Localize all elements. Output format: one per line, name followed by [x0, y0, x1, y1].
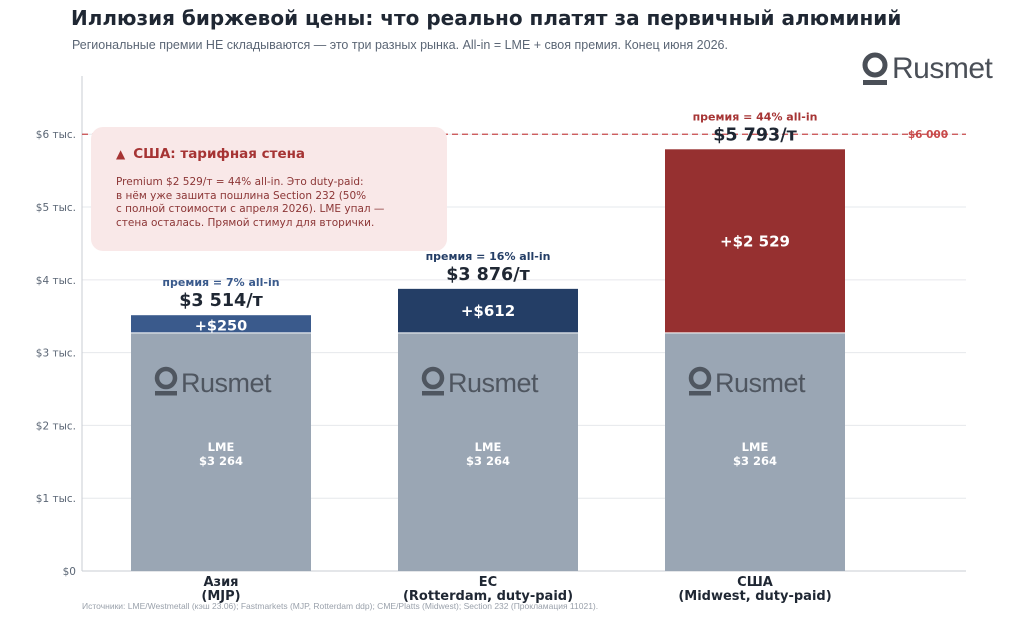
warning-triangle-icon: ▲: [116, 147, 126, 161]
source-note: Источники: LME/Westmetall (кэш 23.06); F…: [82, 601, 599, 611]
us-tariff-callout: ▲ США: тарифная стена Premium $2 529/т = …: [91, 127, 447, 251]
bar-watermark-icon-base: [689, 391, 711, 396]
bar-premium-note: премия = 7% all-in: [162, 276, 279, 289]
rusmet-logo-icon: [862, 52, 888, 85]
bar-premium-label: +$2 529: [720, 232, 790, 250]
y-tick-label: $1 тыс.: [36, 493, 76, 505]
bar-watermark-icon-base: [155, 391, 177, 396]
bar-total-label: $5 793/т: [713, 125, 797, 145]
callout-title: ▲ США: тарифная стена: [116, 146, 306, 162]
bar-lme-label: LME $3 264: [733, 440, 777, 468]
bar-total-label: $3 876/т: [446, 265, 530, 285]
y-tick-label: $0: [63, 566, 76, 578]
y-tick-label: $2 тыс.: [36, 420, 76, 432]
bar-lme-label: LME $3 264: [466, 440, 510, 468]
bar-watermark-text: Rusmet: [715, 368, 806, 398]
x-category-label: США (Midwest, duty-paid): [678, 575, 831, 604]
bar-lme-label: LME $3 264: [199, 440, 243, 468]
page-title: Иллюзия биржевой цены: что реально платя…: [71, 6, 902, 30]
bar-watermark-icon-base: [422, 391, 444, 396]
bar-watermark-icon: [421, 366, 445, 390]
bar-premium-label: +$250: [195, 318, 248, 334]
y-tick-label: $4 тыс.: [36, 275, 76, 287]
bar-watermark-icon: [688, 366, 712, 390]
bar-watermark-text: Rusmet: [181, 368, 272, 398]
y-tick-label: $5 тыс.: [36, 202, 76, 214]
brand-logo: Rusmet: [862, 52, 993, 86]
bar-premium: [665, 149, 845, 333]
x-category-label: Азия (MJP): [201, 575, 240, 604]
logo-text: Rusmet: [892, 52, 993, 85]
y-tick-label: $6 тыс.: [36, 129, 76, 141]
reference-line-label: $6 000: [908, 129, 948, 141]
bar-total-label: $3 514/т: [179, 291, 263, 311]
bar-watermark-text: Rusmet: [448, 368, 539, 398]
bar-watermark-icon: [154, 366, 178, 390]
y-tick-label: $3 тыс.: [36, 348, 76, 360]
bar-premium: [131, 315, 311, 333]
x-category-label: ЕС (Rotterdam, duty-paid): [403, 575, 573, 604]
callout-body: Premium $2 529/т = 44% all-in. Это duty-…: [116, 176, 385, 229]
bar-premium: [398, 288, 578, 333]
bar-premium-note: премия = 16% all-in: [426, 250, 551, 263]
bar-premium-label: +$612: [461, 302, 515, 320]
bar-premium-note: премия = 44% all-in: [693, 110, 818, 123]
page-subtitle: Региональные премии НЕ складываются — эт…: [72, 38, 728, 52]
